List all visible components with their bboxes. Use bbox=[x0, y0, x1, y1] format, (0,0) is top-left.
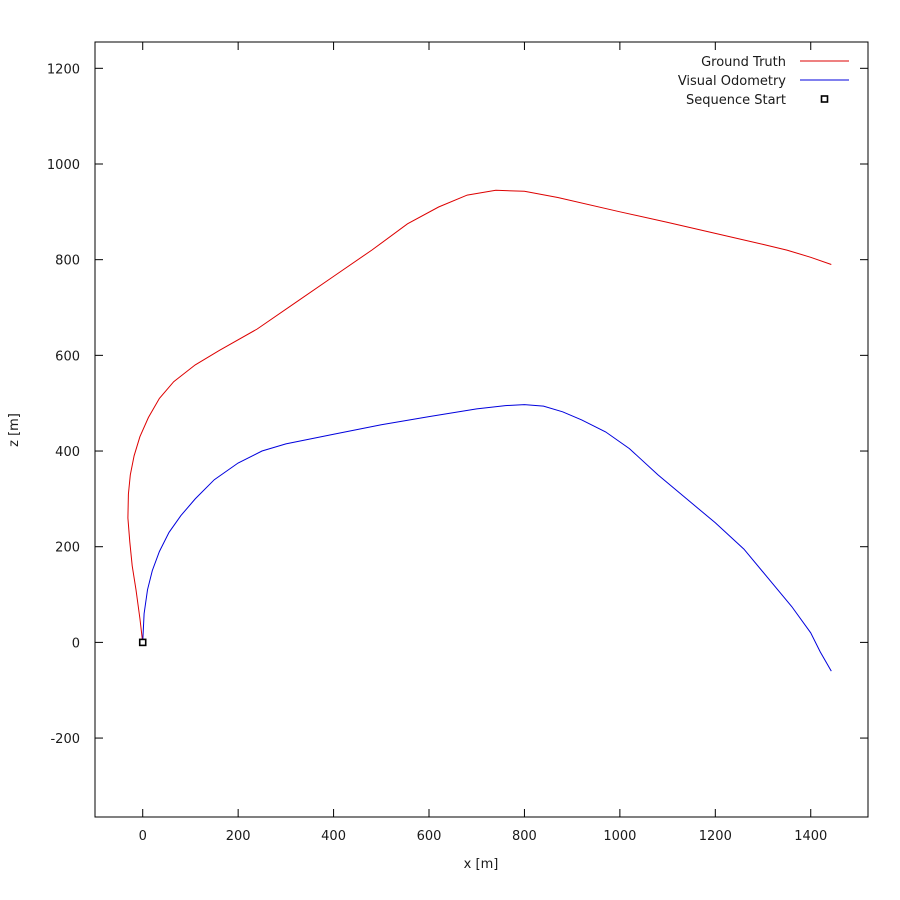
plot-frame bbox=[94, 41, 869, 818]
y-tick-label: 400 bbox=[55, 445, 80, 460]
x-tick-label: 200 bbox=[226, 829, 251, 844]
y-tick-label: -200 bbox=[50, 732, 80, 747]
x-tick-label: 1400 bbox=[794, 829, 827, 844]
x-tick-label: 1200 bbox=[699, 829, 732, 844]
sequence-start-marker bbox=[138, 638, 147, 647]
x-axis-label: x [m] bbox=[464, 857, 499, 872]
legend: Ground Truth Visual Odometry Sequence Star… bbox=[678, 55, 849, 108]
legend-sample-sequence-start bbox=[820, 95, 829, 103]
y-tick-label: 0 bbox=[72, 636, 80, 651]
legend-label-visual-odometry: Visual Odometry bbox=[678, 74, 786, 89]
legend-label-ground-truth: Ground Truth bbox=[701, 55, 786, 70]
x-tick-label: 1000 bbox=[603, 829, 636, 844]
y-tick-label: 1000 bbox=[47, 158, 80, 173]
y-tick-label: 600 bbox=[55, 349, 80, 364]
legend-label-sequence-start: Sequence Start bbox=[686, 93, 786, 108]
x-tick-label: 0 bbox=[139, 829, 147, 844]
x-tick-label: 600 bbox=[417, 829, 442, 844]
y-tick-label: 200 bbox=[55, 541, 80, 556]
ticks-layer: 0 200 400 600 800 1000 1200 1400 -200 0 200 400 600 8… bbox=[47, 42, 868, 844]
x-tick-label: 400 bbox=[321, 829, 346, 844]
ground-truth-line bbox=[127, 189, 832, 643]
x-tick-label: 800 bbox=[512, 829, 537, 844]
y-tick-label: 800 bbox=[55, 254, 80, 269]
y-axis-label: z [m] bbox=[7, 413, 22, 447]
y-tick-label: 1200 bbox=[47, 62, 80, 77]
visual-odometry-line bbox=[142, 404, 832, 672]
series-layer bbox=[127, 189, 832, 672]
